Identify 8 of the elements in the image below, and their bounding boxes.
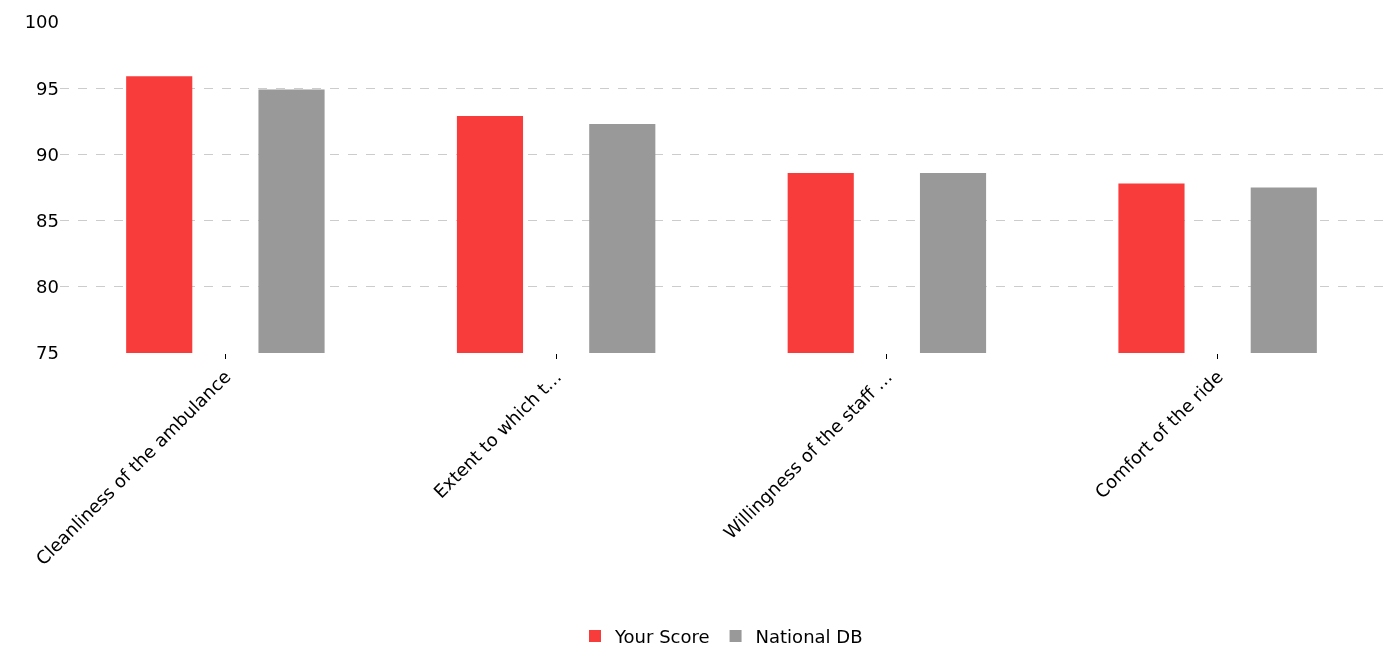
y-tick-label: 90 xyxy=(36,143,59,165)
y-tick-label: 80 xyxy=(36,276,59,298)
y-tick-label: 75 xyxy=(36,342,59,364)
legend-label: National DB xyxy=(755,626,863,648)
y-tick-label: 85 xyxy=(36,209,59,231)
y-tick-label: 95 xyxy=(36,77,59,99)
y-tick-label: 100 xyxy=(24,11,59,33)
legend-label: Your Score xyxy=(614,626,710,648)
